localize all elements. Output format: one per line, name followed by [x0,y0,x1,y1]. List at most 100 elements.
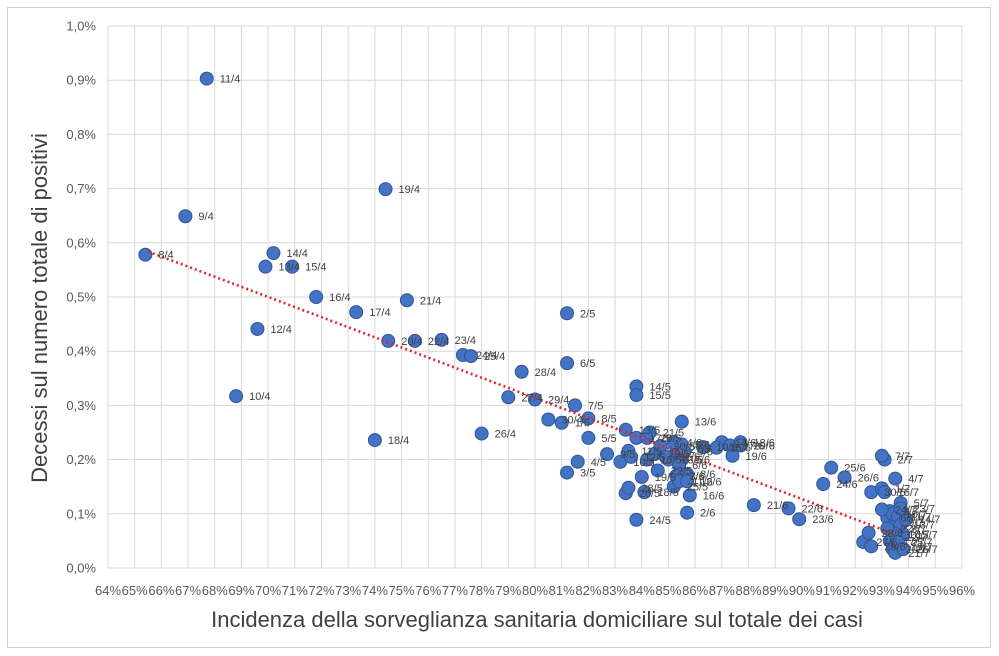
point-label: 11/4 [220,74,241,86]
point-label: 3/6 [689,471,704,483]
point-label: 19/5 [655,472,676,484]
scatter-point [199,71,214,86]
point-label: 26/4 [495,429,516,441]
x-tick-label: 76% [415,583,441,598]
x-tick-label: 66% [148,583,174,598]
point-label: 25/5 [687,482,708,494]
scatter-point [624,449,639,464]
scatter-point [349,305,364,320]
point-label: 12/6 [700,476,721,488]
scatter-point [880,521,895,536]
point-label: 15/5 [649,390,670,402]
y-tick-label: 0,4% [66,344,96,359]
scatter-point [874,448,889,463]
point-label: 9/5 [620,449,635,461]
point-label: 6/7 [900,513,915,525]
point-label: 8/5 [601,413,616,425]
scatter-point [568,398,583,413]
point-label: 8/7 [911,524,926,536]
scatter-point [178,209,193,224]
point-label: 14/5 [649,381,670,393]
point-label: 11/5 [641,446,662,458]
point-label: 18/7 [908,529,929,541]
point-label: 28/5 [641,483,662,495]
scatter-point [541,412,556,427]
x-tick-label: 72% [308,583,334,598]
point-label: 9/4 [198,211,213,223]
point-label: 21/4 [420,295,441,307]
scatter-point [229,389,244,404]
point-label: 27/6 [876,537,897,549]
point-label: 19/4 [399,184,420,196]
scatter-point [560,356,575,371]
scatter-point [629,512,644,527]
scatter-point [874,502,889,517]
point-label: 16/4 [329,292,350,304]
x-tick-label: 95% [922,583,948,598]
point-label: 12/4 [270,324,291,336]
point-label: 10/7 [906,509,927,521]
point-label: 29/4 [548,394,569,406]
x-tick-label: 83% [602,583,628,598]
point-label: 14/4 [286,248,307,260]
scatter-point [896,542,911,557]
x-tick-label: 90% [789,583,815,598]
scatter-point [434,332,449,347]
x-axis-ticks: 64% 65% 66% 67% 68% 69% 70% 71% 72% 73% 74% 75% 76% 7… [95,583,975,598]
point-label: 3/5 [580,468,595,480]
point-label: 11/6 [692,476,713,488]
point-label: 13/7 [914,520,935,532]
scatter-point [864,539,879,554]
point-label: 2/7 [898,455,913,467]
x-tick-label: 70% [255,583,281,598]
point-label: 16/6 [703,490,724,502]
x-tick-label: 93% [869,583,895,598]
x-tick-label: 84% [629,583,655,598]
scatter-point [725,448,740,463]
x-tick-label: 89% [762,583,788,598]
y-axis-ticks: 0,0% 0,1% 0,2% 0,3% 0,4% 0,5% 0,6% 0,7% 0,8% 0,9%… [66,19,96,576]
y-tick-label: 0,1% [66,506,96,521]
point-label: 25/6 [844,463,865,475]
point-label: 31/5 [679,452,700,464]
y-tick-label: 0,2% [66,452,96,467]
point-label: 10/5 [633,457,654,469]
point-label: 12/5 [644,452,665,464]
scatter-point [642,425,657,440]
point-label: 24/4 [476,350,497,362]
point-label: 22/6 [802,503,823,515]
point-label: 20/7 [906,544,927,556]
point-label: 9/7 [908,517,923,529]
x-tick-label: 67% [175,583,201,598]
x-tick-label: 79% [495,583,521,598]
point-label: 10/4 [249,391,270,403]
point-label: 9/6 [697,446,712,458]
x-tick-label: 71% [282,583,308,598]
scatter-point [285,259,300,274]
x-tick-label: 86% [682,583,708,598]
scatter-point [893,501,908,516]
point-label: 15/4 [305,262,326,274]
scatter-point [629,388,644,403]
point-label: 10/6 [716,442,737,454]
point-label: 17/4 [369,307,390,319]
point-label: 3/7 [903,506,918,518]
scatter-point [618,422,633,437]
y-tick-label: 0,7% [66,181,96,196]
x-tick-label: 69% [228,583,254,598]
y-tick-label: 0,3% [66,398,96,413]
point-label: 16/5 [660,455,681,467]
point-label: 30/4 [561,414,582,426]
scatter-point [474,426,489,441]
x-tick-label: 94% [896,583,922,598]
scatter-point [709,440,724,455]
point-label: 1/7 [895,483,910,495]
trendline [147,250,896,536]
trendline-group [147,250,896,536]
point-label: 27/4 [521,392,542,404]
x-tick-label: 81% [549,583,575,598]
scatter-point [581,430,596,445]
scatter-point [658,449,673,464]
x-tick-label: 88% [735,583,761,598]
